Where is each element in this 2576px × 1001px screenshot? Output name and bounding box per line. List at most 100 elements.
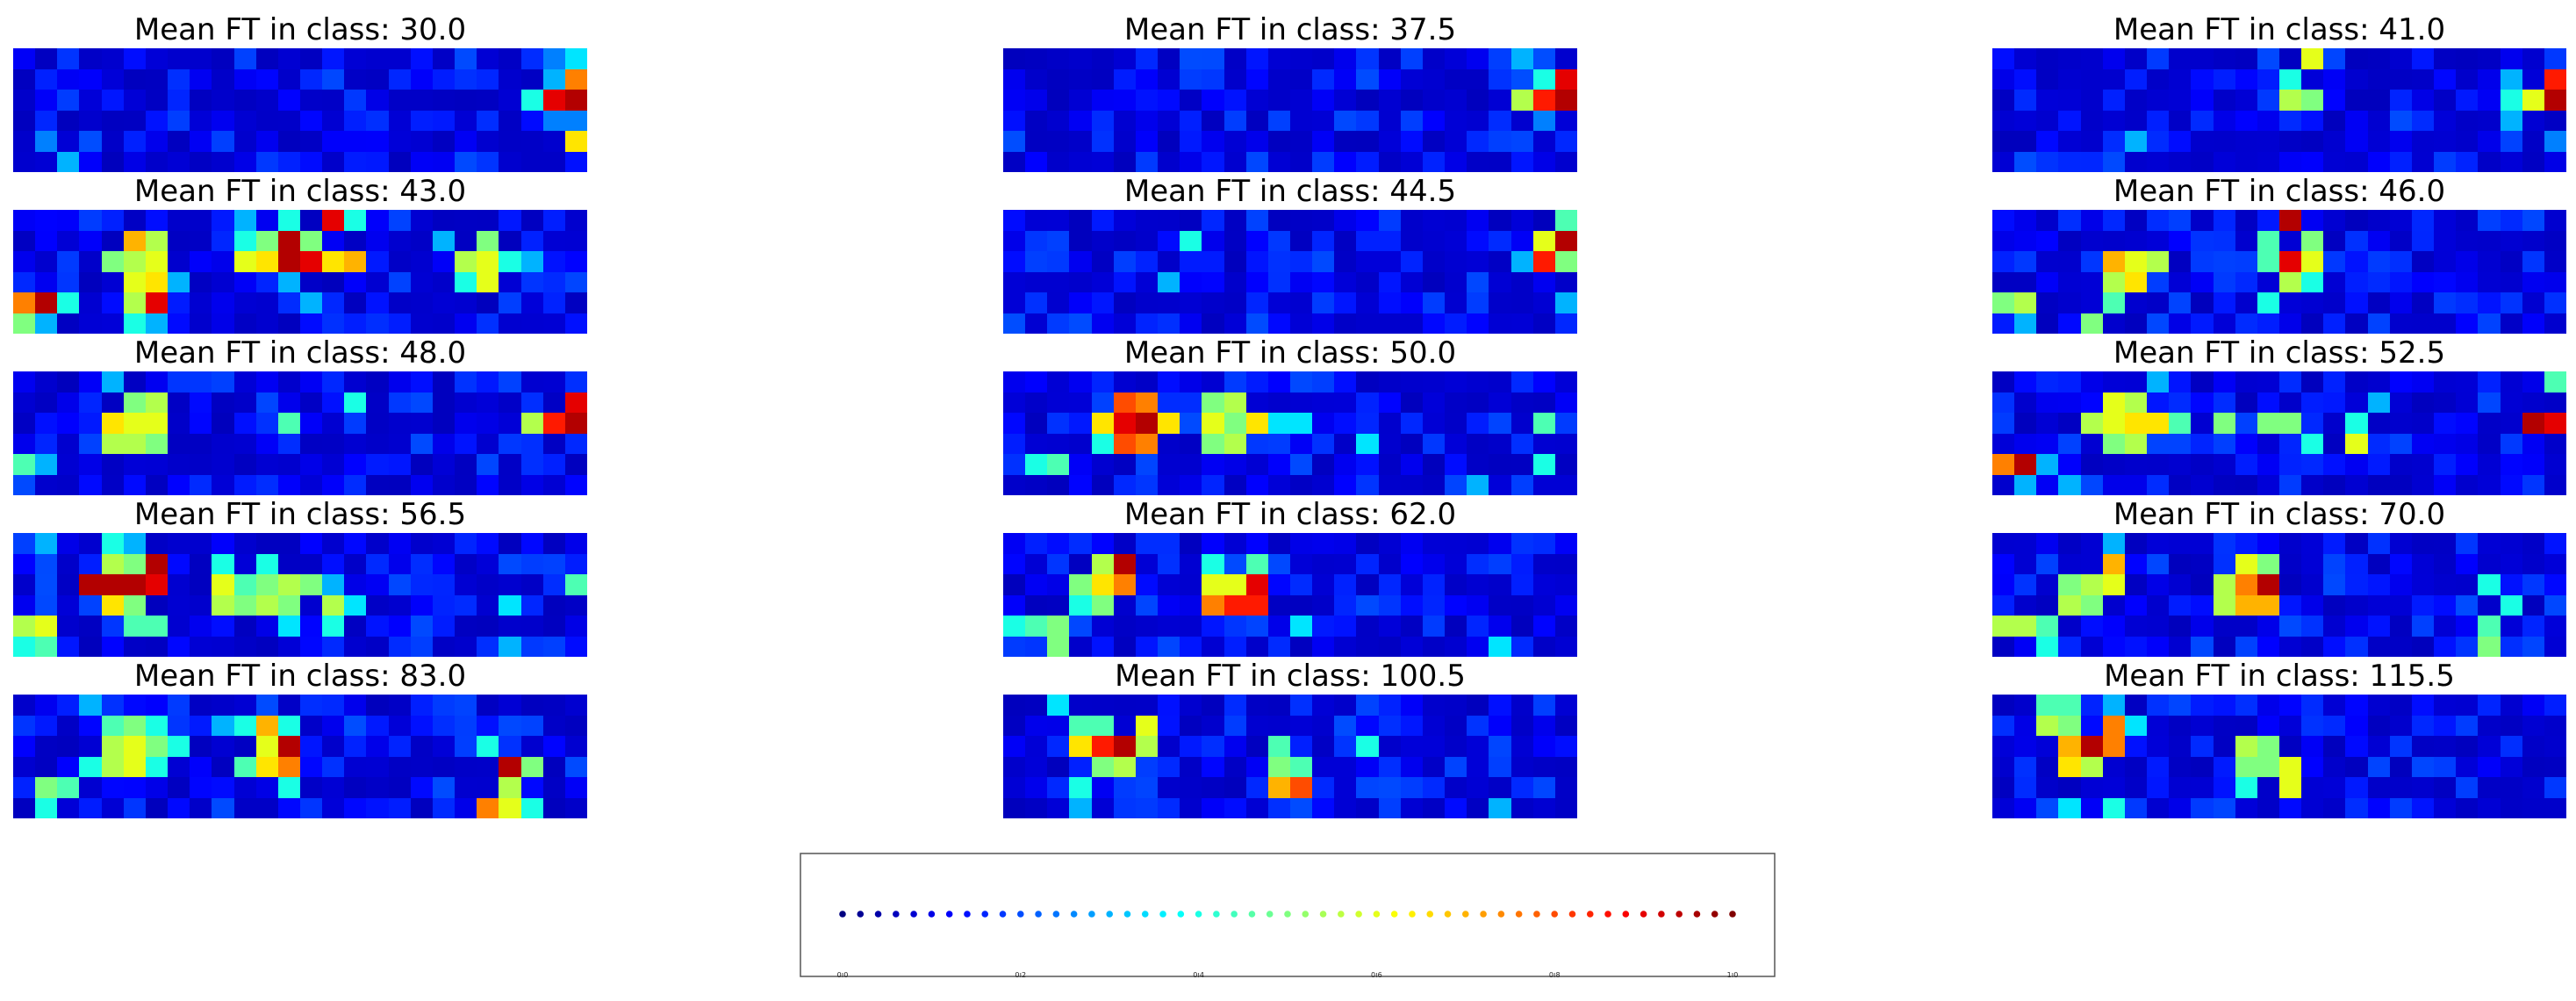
heatmap-cell: [2367, 371, 2390, 392]
heatmap-cell: [1003, 271, 1026, 292]
heatmap-cell: [1422, 90, 1446, 111]
heatmap-cell: [1069, 616, 1092, 637]
heatmap-cell: [1047, 433, 1070, 454]
heatmap-cell: [1025, 454, 1048, 475]
heatmap-cell: [2301, 251, 2324, 272]
heatmap-cell: [1489, 533, 1511, 554]
heatmap-cell: [57, 533, 80, 554]
heatmap-cell: [410, 90, 433, 111]
heatmap-cell: [1158, 413, 1180, 434]
heatmap-cell: [2124, 131, 2148, 152]
heatmap-cell: [1312, 756, 1335, 777]
heatmap-cell: [1180, 392, 1202, 413]
heatmap-cell: [123, 313, 146, 334]
heatmap-cell: [1025, 574, 1048, 595]
heatmap-cell: [1025, 68, 1048, 90]
heatmap-cell: [1047, 251, 1070, 272]
heatmap-cell: [35, 454, 58, 475]
heatmap-cell: [2500, 533, 2522, 554]
colorbar-point: [1035, 911, 1042, 918]
heatmap-cell: [2169, 594, 2192, 616]
heatmap-cell: [455, 48, 477, 69]
heatmap-cell: [322, 413, 345, 434]
heatmap-cell: [168, 68, 190, 90]
heatmap-cell: [2478, 616, 2501, 637]
heatmap-cell: [2169, 371, 2192, 392]
heatmap-cell: [2235, 392, 2257, 413]
heatmap-cell: [1400, 553, 1423, 574]
heatmap-cell: [2235, 553, 2257, 574]
heatmap-cell: [1047, 271, 1070, 292]
heatmap-cell: [1489, 371, 1511, 392]
heatmap-cell: [1180, 151, 1202, 172]
heatmap-cell: [123, 210, 146, 231]
heatmap-cell: [300, 48, 323, 69]
heatmap-cell: [35, 736, 58, 757]
heatmap-cell: [455, 230, 477, 251]
heatmap-cell: [1445, 553, 1467, 574]
heatmap-cell: [2102, 695, 2125, 716]
heatmap-cell: [2522, 110, 2544, 131]
heatmap-cell: [1445, 292, 1467, 313]
heatmap-cell: [212, 371, 234, 392]
heatmap-cell: [1180, 48, 1202, 69]
heatmap-cell: [2345, 210, 2368, 231]
heatmap-cell: [2279, 271, 2302, 292]
heatmap-cell: [1245, 151, 1268, 172]
heatmap-cell: [1334, 313, 1357, 334]
heatmap-cell: [1356, 131, 1379, 152]
heatmap-cell: [2411, 131, 2435, 152]
heatmap-cell: [1554, 210, 1577, 231]
heatmap-cell: [1003, 230, 1026, 251]
heatmap-cell: [123, 474, 146, 495]
heatmap-cell: [79, 110, 102, 131]
heatmap-cell: [1312, 292, 1335, 313]
heatmap-cell: [2124, 736, 2148, 757]
heatmap-cell: [212, 574, 234, 595]
heatmap-cell: [322, 131, 345, 152]
heatmap-cell: [1554, 553, 1577, 574]
heatmap-cell: [1113, 636, 1136, 657]
heatmap-cell: [344, 48, 367, 69]
heatmap-cell: [2191, 736, 2214, 757]
heatmap-cell: [2213, 533, 2235, 554]
heatmap-cell: [1202, 777, 1224, 798]
heatmap-cell: [1158, 131, 1180, 152]
heatmap-cell: [2279, 313, 2302, 334]
heatmap-cell: [255, 210, 278, 231]
heatmap-cell: [1992, 777, 2015, 798]
heatmap-cell: [1245, 474, 1268, 495]
heatmap-cell: [35, 715, 58, 736]
heatmap-cell: [13, 636, 36, 657]
heatmap-cell: [2080, 392, 2103, 413]
heatmap-cell: [1554, 756, 1577, 777]
heatmap-cell: [542, 636, 565, 657]
heatmap-cell: [499, 230, 521, 251]
heatmap-cell: [13, 454, 36, 475]
heatmap-cell: [520, 433, 543, 454]
heatmap-cell: [2478, 210, 2501, 231]
heatmap-cell: [1091, 392, 1114, 413]
heatmap-cell: [410, 413, 433, 434]
heatmap-cell: [79, 313, 102, 334]
heatmap-cell: [432, 251, 456, 272]
heatmap-cell: [1467, 636, 1489, 657]
heatmap-cell: [2522, 271, 2544, 292]
heatmap-cell: [233, 797, 256, 818]
heatmap-cell: [322, 313, 345, 334]
heatmap-cell: [2345, 48, 2368, 69]
heatmap-cell: [2036, 797, 2059, 818]
heatmap-cell: [1334, 131, 1357, 152]
heatmap-cell: [79, 371, 102, 392]
heatmap-cell: [520, 454, 543, 475]
heatmap-cell: [322, 151, 345, 172]
heatmap-cell: [2058, 636, 2081, 657]
heatmap-cell: [2478, 736, 2501, 757]
heatmap-cell: [79, 433, 102, 454]
heatmap-cell: [2014, 210, 2037, 231]
heatmap-cell: [1334, 230, 1357, 251]
heatmap-cell: [1180, 251, 1202, 272]
heatmap-cell: [2036, 715, 2059, 736]
heatmap-cell: [410, 292, 433, 313]
heatmap-cell: [2080, 413, 2103, 434]
